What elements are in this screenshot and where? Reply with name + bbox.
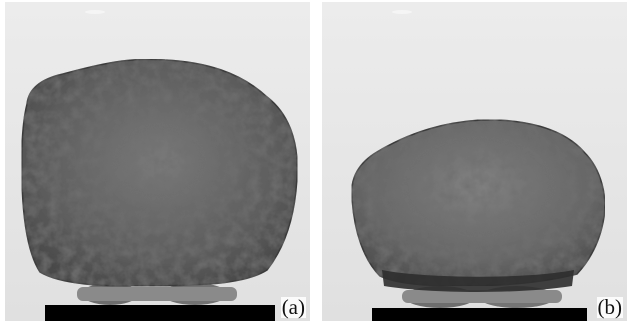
sample-body-b	[351, 119, 606, 287]
panel-b: (b)	[322, 2, 627, 321]
sample-image-a	[5, 2, 310, 321]
panel-label-a: (a)	[280, 295, 306, 319]
base-plate-a	[45, 305, 275, 321]
panel-a: (a)	[5, 2, 310, 321]
base-plate-b	[372, 308, 587, 321]
sample-body-a	[21, 58, 298, 287]
compressed-layer-b	[382, 270, 574, 292]
sample-image-b	[322, 2, 627, 321]
panel-label-b: (b)	[596, 295, 623, 319]
